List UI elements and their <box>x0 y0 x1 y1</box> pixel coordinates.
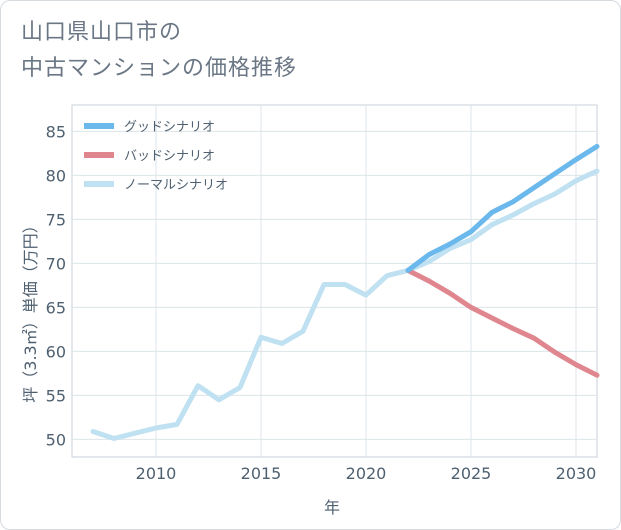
x-tick-2010: 2010 <box>136 464 177 483</box>
title-line-1: 山口県山口市の <box>21 20 183 45</box>
series-lines <box>90 143 600 441</box>
x-tick-labels: 2010 2015 2020 2025 2030 <box>136 464 597 483</box>
x-tick-2030: 2030 <box>556 464 597 483</box>
y-tick-75: 75 <box>46 210 66 229</box>
series-line-2 <box>405 267 600 378</box>
y-tick-50: 50 <box>46 430 66 449</box>
y-axis-label: 坪（3.3㎡）単価（万円） <box>21 217 40 402</box>
x-tick-2025: 2025 <box>451 464 492 483</box>
y-tick-85: 85 <box>46 122 66 141</box>
y-tick-70: 70 <box>46 254 66 273</box>
x-tick-2020: 2020 <box>346 464 387 483</box>
series-line-3 <box>90 168 600 441</box>
chart-title: 山口県山口市の 中古マンションの価格推移 <box>21 15 297 87</box>
series-line-1 <box>405 143 600 273</box>
legend-label-3: ノーマルシナリオ <box>124 178 228 193</box>
grid-lines <box>72 105 597 457</box>
y-tick-60: 60 <box>46 342 66 361</box>
x-axis-label: 年 <box>324 498 340 517</box>
plot-area <box>71 104 598 458</box>
title-line-2: 中古マンションの価格推移 <box>21 56 298 81</box>
y-tick-55: 55 <box>46 386 66 405</box>
y-tick-65: 65 <box>46 298 66 317</box>
x-tick-2015: 2015 <box>241 464 282 483</box>
legend-label-1: グッドシナリオ <box>124 120 215 135</box>
legend-label-2: バッドシナリオ <box>124 149 215 164</box>
y-tick-labels: 50 55 60 65 70 75 80 85 <box>46 122 66 449</box>
y-tick-80: 80 <box>46 166 66 185</box>
